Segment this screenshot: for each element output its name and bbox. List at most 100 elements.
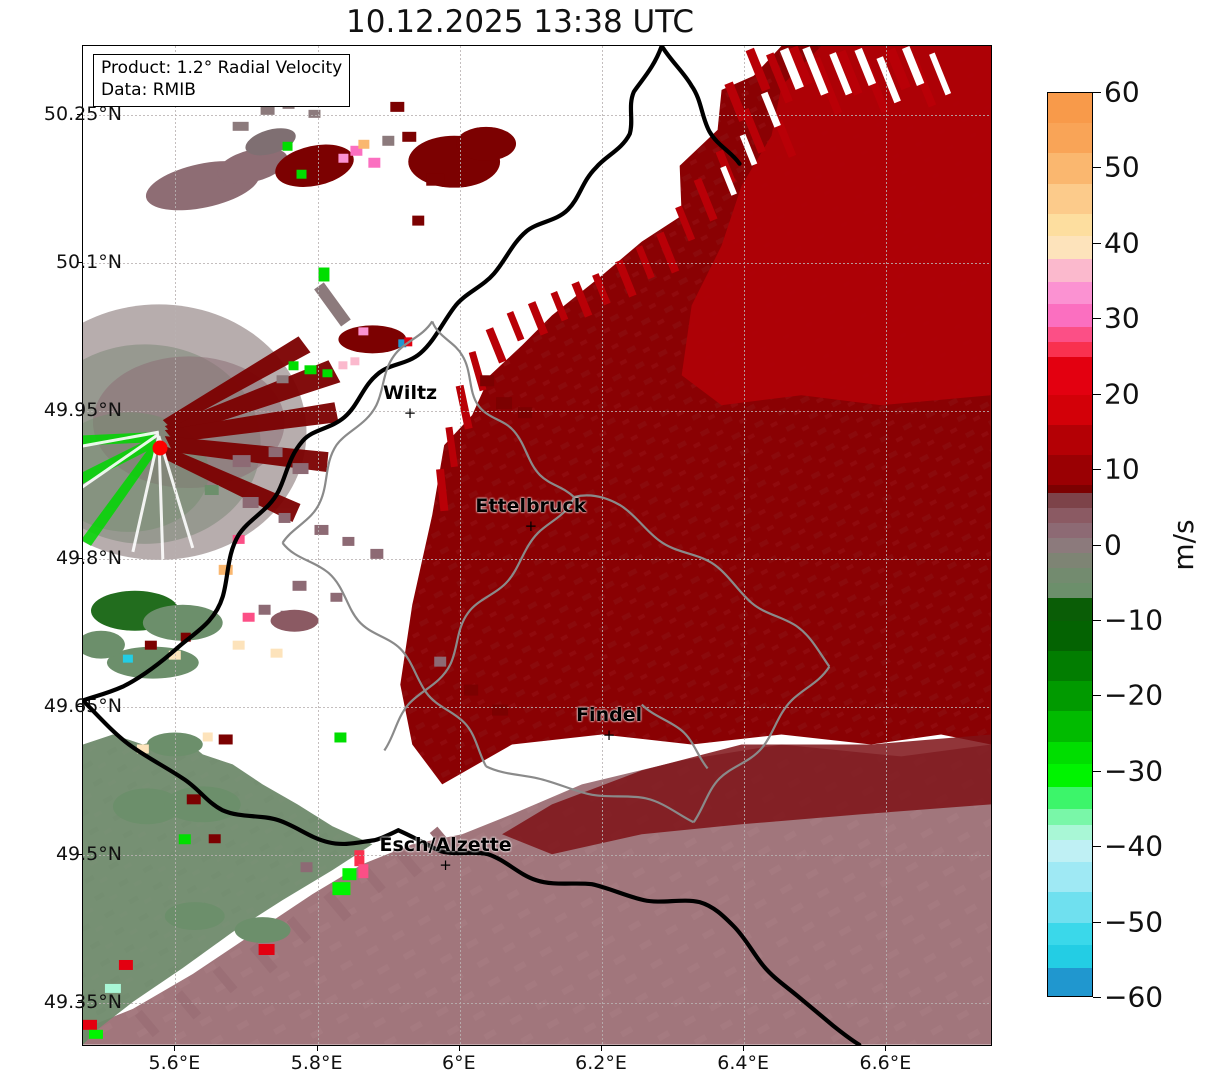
- y-axis-label: 49.35°N: [43, 990, 122, 1013]
- page-title: 10.12.2025 13:38 UTC: [346, 4, 694, 40]
- colorbar-tick: [1093, 393, 1101, 395]
- colorbar-segment: [1048, 485, 1092, 494]
- colorbar-tick: [1093, 921, 1101, 923]
- colorbar-segment: [1048, 356, 1092, 396]
- colorbar-segment: [1048, 711, 1092, 743]
- colorbar-segment: [1048, 839, 1092, 863]
- colorbar-tick: [1093, 544, 1101, 546]
- colorbar-tick-label: −20: [1104, 678, 1164, 712]
- radar-plot: Product: 1.2° Radial Velocity Data: RMIB…: [82, 45, 992, 1046]
- colorbar-segment: [1048, 507, 1092, 524]
- regional-border-north: [431, 320, 575, 498]
- colorbar-segment: [1048, 892, 1092, 924]
- colorbar-segment: [1048, 764, 1092, 788]
- data-line: Data: RMIB: [101, 79, 196, 100]
- colorbar-segment: [1048, 492, 1092, 509]
- international-border-southeast: [396, 828, 862, 1045]
- colorbar-segment: [1048, 620, 1092, 652]
- velocity-gaps: [720, 46, 952, 196]
- x-tick: [743, 1046, 745, 1051]
- colorbar-tick-label: −10: [1104, 603, 1164, 637]
- colorbar-tick: [1093, 695, 1101, 697]
- colorbar-tick-label: 10: [1104, 452, 1140, 486]
- colorbar-segment: [1048, 236, 1092, 260]
- y-tick: [77, 853, 82, 855]
- colorbar-tick-label: 60: [1104, 75, 1140, 109]
- y-axis-label: 50.1°N: [55, 250, 122, 273]
- colorbar-tick-label: 30: [1104, 301, 1140, 335]
- product-line: Product: 1.2° Radial Velocity: [101, 58, 343, 78]
- y-tick: [77, 114, 82, 116]
- info-box: Product: 1.2° Radial Velocity Data: RMIB: [93, 54, 351, 107]
- colorbar-segment: [1048, 681, 1092, 713]
- x-axis-label: 6°E: [442, 1052, 476, 1074]
- y-axis-label: 49.5°N: [55, 842, 122, 865]
- x-axis-label: 6.4°E: [717, 1052, 770, 1074]
- colorbar-tick: [1093, 242, 1101, 244]
- colorbar-tick-label: 0: [1104, 528, 1122, 561]
- colorbar-segment: [1048, 862, 1092, 894]
- velocity-region-bright-red: [681, 46, 991, 406]
- colorbar-segment: [1048, 455, 1092, 486]
- x-axis-label: 5.8°E: [290, 1052, 343, 1074]
- colorbar-segment: [1048, 153, 1092, 185]
- colorbar-segment: [1048, 786, 1092, 811]
- colorbar-segment: [1048, 93, 1092, 124]
- international-border-south: [83, 698, 401, 846]
- regional-border-findel-loop: [640, 703, 709, 770]
- x-tick: [885, 1046, 887, 1051]
- colorbar-segment: [1048, 568, 1092, 584]
- colorbar-segment: [1048, 598, 1092, 622]
- colorbar-segment: [1048, 304, 1092, 328]
- y-axis-label: 49.95°N: [43, 398, 122, 421]
- colorbar-tick-label: −40: [1104, 829, 1164, 863]
- regional-border-center: [281, 320, 434, 544]
- velocity-region-blend: [502, 734, 991, 855]
- x-axis-label: 6.2°E: [575, 1052, 627, 1074]
- x-tick: [174, 1046, 176, 1051]
- colorbar-segment: [1048, 553, 1092, 569]
- colorbar-segment: [1048, 183, 1092, 215]
- y-tick: [77, 557, 82, 559]
- colorbar-segment: [1048, 326, 1092, 343]
- regional-border-mid: [383, 496, 575, 752]
- colorbar-segment: [1048, 281, 1092, 305]
- y-tick: [77, 409, 82, 411]
- colorbar: [1047, 92, 1093, 997]
- x-axis-label: 5.6°E: [148, 1052, 201, 1074]
- colorbar-tick: [1093, 92, 1101, 93]
- colorbar-segment: [1048, 537, 1092, 554]
- colorbar-segment: [1048, 967, 1092, 996]
- scattered-echoes: [83, 99, 533, 1039]
- colorbar-tick-label: −30: [1104, 754, 1164, 788]
- colorbar-segment: [1048, 583, 1092, 599]
- colorbar-segment: [1048, 258, 1092, 283]
- colorbar-tick-label: 50: [1104, 150, 1140, 184]
- colorbar-tick: [1093, 619, 1101, 621]
- colorbar-segment: [1048, 809, 1092, 826]
- x-tick: [316, 1046, 318, 1051]
- colorbar-segment: [1048, 945, 1092, 969]
- colorbar-tick: [1093, 469, 1101, 471]
- colorbar-tick-label: −60: [1104, 980, 1164, 1014]
- colorbar-tick-label: 40: [1104, 226, 1140, 260]
- colorbar-tick: [1093, 846, 1101, 848]
- y-axis-label: 49.65°N: [43, 694, 122, 717]
- colorbar-tick: [1093, 318, 1101, 320]
- colorbar-tick: [1093, 997, 1101, 998]
- y-axis-label: 50.25°N: [43, 103, 122, 126]
- regional-border-southeast: [692, 666, 831, 823]
- x-tick: [458, 1046, 460, 1051]
- colorbar-segment: [1048, 123, 1092, 154]
- y-axis-label: 49.8°N: [55, 546, 122, 569]
- y-tick: [77, 1001, 82, 1003]
- colorbar-gradient: [1047, 92, 1093, 997]
- regional-border-east: [573, 494, 831, 668]
- colorbar-segment: [1048, 741, 1092, 765]
- x-tick: [600, 1046, 602, 1051]
- colorbar-unit-label: m/s: [1167, 519, 1201, 571]
- colorbar-tick: [1093, 770, 1101, 772]
- y-tick: [77, 261, 82, 263]
- colorbar-tick: [1093, 167, 1101, 169]
- colorbar-segment: [1048, 824, 1092, 841]
